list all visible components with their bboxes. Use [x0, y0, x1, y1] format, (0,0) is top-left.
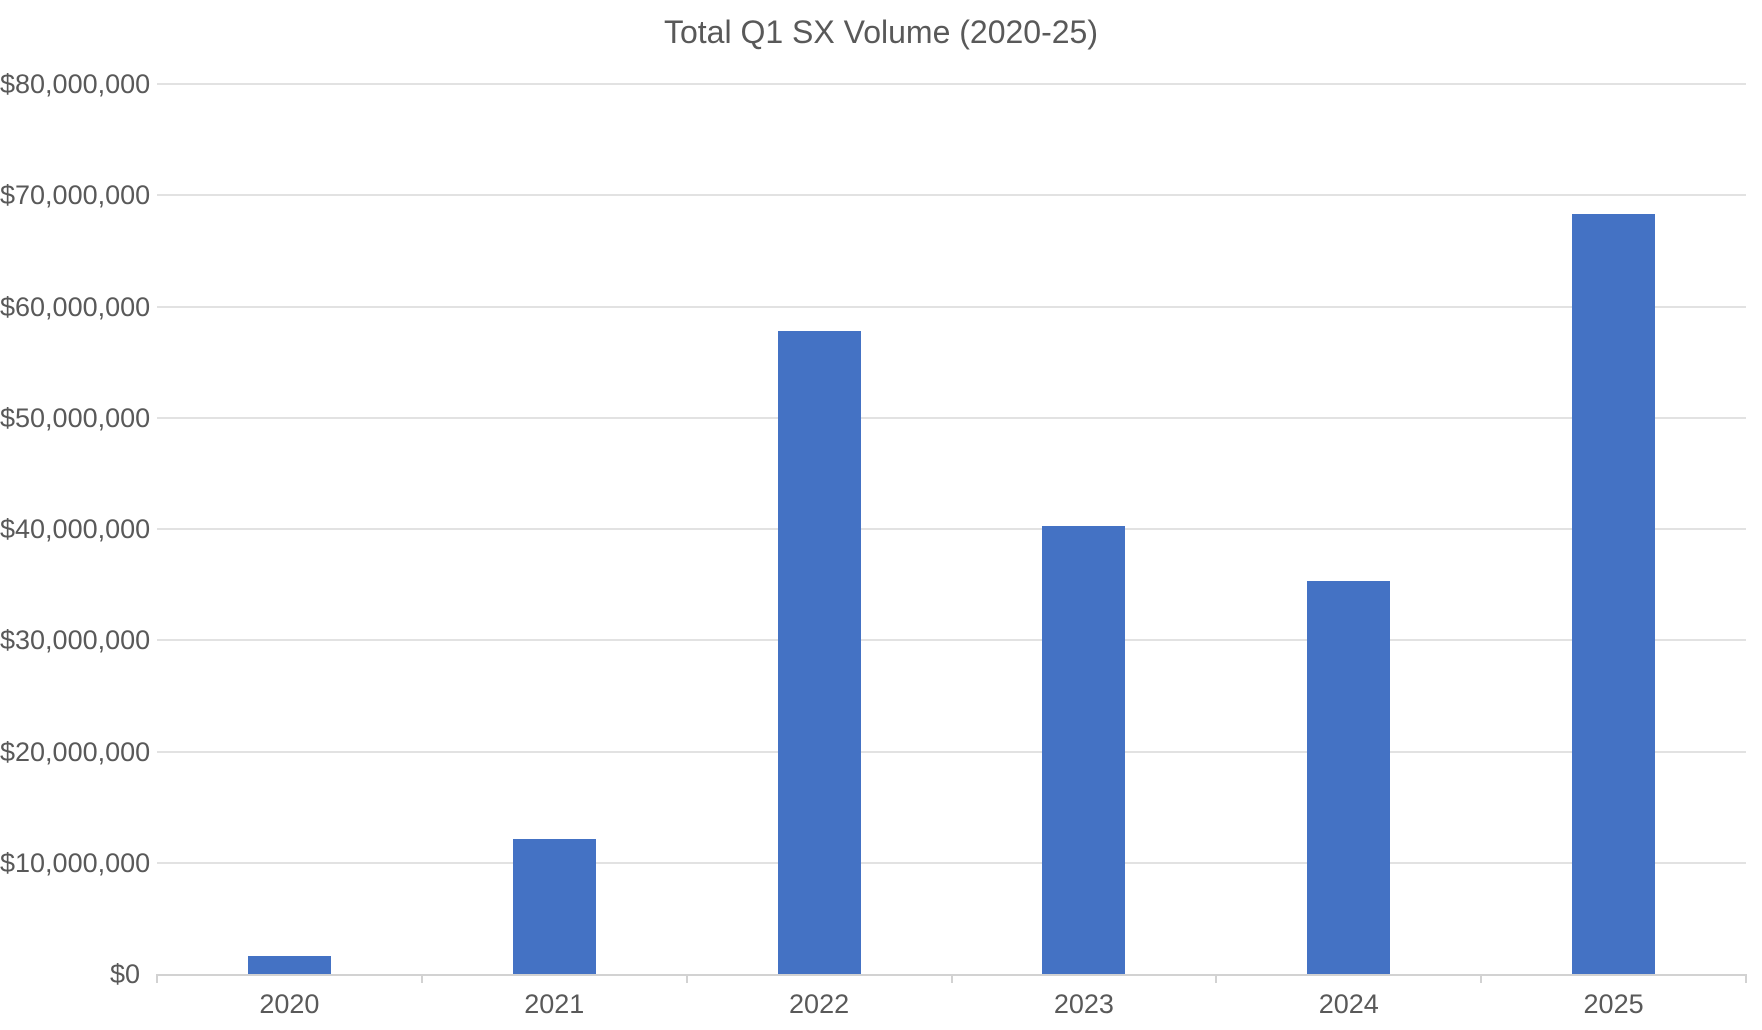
axis-tick [1480, 974, 1483, 983]
axis-tick [1215, 974, 1218, 983]
plot-area [157, 83, 1746, 976]
axis-tick [156, 974, 158, 983]
bar-2023 [1042, 525, 1126, 974]
axis-tick [950, 974, 953, 983]
x-axis-label: 2020 [259, 989, 320, 1019]
gridline [157, 639, 1746, 642]
x-axis-label: 2025 [1583, 989, 1644, 1019]
gridline [157, 528, 1746, 530]
y-axis-label: $60,000,000 [0, 291, 151, 322]
x-axis-label: 2024 [1318, 989, 1379, 1019]
gridline [157, 83, 1746, 85]
bar-2021 [512, 839, 596, 974]
bar-2020 [247, 956, 331, 974]
axis-tick [420, 974, 423, 983]
gridline [157, 416, 1746, 419]
x-axis-label: 2022 [789, 989, 850, 1019]
bar-2022 [777, 330, 861, 974]
y-axis-label: $50,000,000 [0, 402, 151, 433]
x-axis-label: 2021 [524, 989, 585, 1019]
bar-2024 [1307, 580, 1391, 974]
y-axis-label: $20,000,000 [0, 736, 151, 767]
axis-tick [685, 974, 688, 983]
y-axis-label: $80,000,000 [0, 69, 151, 99]
y-axis-label: $40,000,000 [0, 514, 151, 544]
y-axis-label: $0 [109, 959, 140, 989]
y-axis-label: $10,000,000 [0, 847, 151, 878]
x-axis-label: 2023 [1053, 989, 1114, 1019]
gridline [157, 750, 1746, 753]
gridline [157, 305, 1746, 308]
axis-tick [1745, 974, 1747, 983]
y-axis-label: $70,000,000 [0, 180, 151, 211]
y-axis-label: $30,000,000 [0, 625, 151, 656]
gridline [157, 861, 1746, 864]
bar-2025 [1572, 214, 1656, 974]
chart-title: Total Q1 SX Volume (2020-25) [663, 14, 1098, 50]
gridline [157, 194, 1746, 197]
